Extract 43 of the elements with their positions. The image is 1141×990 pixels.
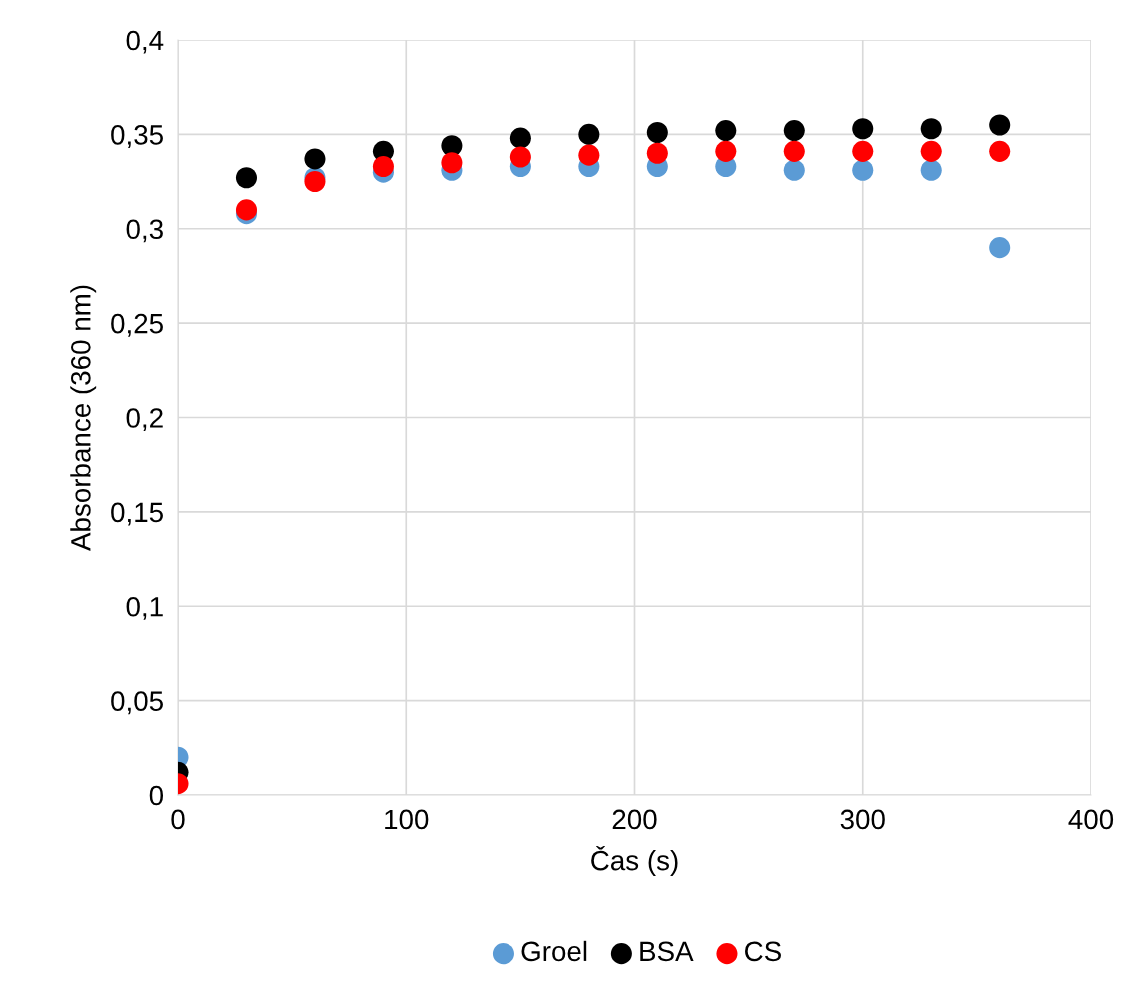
point — [646, 142, 668, 164]
point — [989, 140, 1011, 162]
x-tick-label: 300 — [840, 809, 885, 830]
y-tick-label: 0,15 — [111, 502, 163, 526]
point — [235, 167, 258, 189]
point — [646, 121, 668, 144]
x-tick-label: 200 — [612, 809, 657, 830]
y-tick-label: 0 — [149, 785, 164, 806]
point — [372, 155, 394, 177]
legend-label: CS — [745, 941, 781, 962]
point — [715, 120, 737, 142]
x-tick-label: 100 — [385, 809, 429, 830]
y-tick-label: 0,4 — [126, 30, 164, 54]
point — [920, 118, 942, 140]
point — [304, 148, 326, 170]
y-tick-label: 0,2 — [126, 408, 163, 432]
y-tick-label: 0,05 — [111, 691, 163, 715]
point — [441, 152, 463, 174]
point — [578, 144, 600, 166]
point — [920, 159, 942, 181]
legend-label: Groel — [521, 940, 587, 962]
y-tick-label: 0,1 — [126, 596, 163, 620]
point — [989, 114, 1011, 136]
point — [715, 140, 737, 162]
point — [783, 120, 805, 142]
point — [852, 140, 874, 162]
point — [509, 127, 531, 149]
y-tick-label: 0,35 — [111, 125, 163, 148]
point — [920, 140, 942, 162]
point — [989, 237, 1011, 259]
x-axis-title: Čas (s) — [591, 845, 678, 876]
legend-label: BSA — [640, 941, 694, 962]
point — [783, 159, 805, 181]
y-tick-label: 0,25 — [111, 313, 163, 337]
x-tick-label: 400 — [1068, 809, 1114, 830]
point — [852, 159, 874, 181]
y-tick-label: 0,3 — [126, 219, 163, 243]
point — [783, 140, 805, 162]
point — [852, 118, 874, 140]
y-axis-title: Absorbance (360 nm) — [70, 285, 97, 551]
x-tick-label: 0 — [171, 809, 185, 830]
point — [509, 146, 531, 168]
point — [578, 123, 600, 145]
